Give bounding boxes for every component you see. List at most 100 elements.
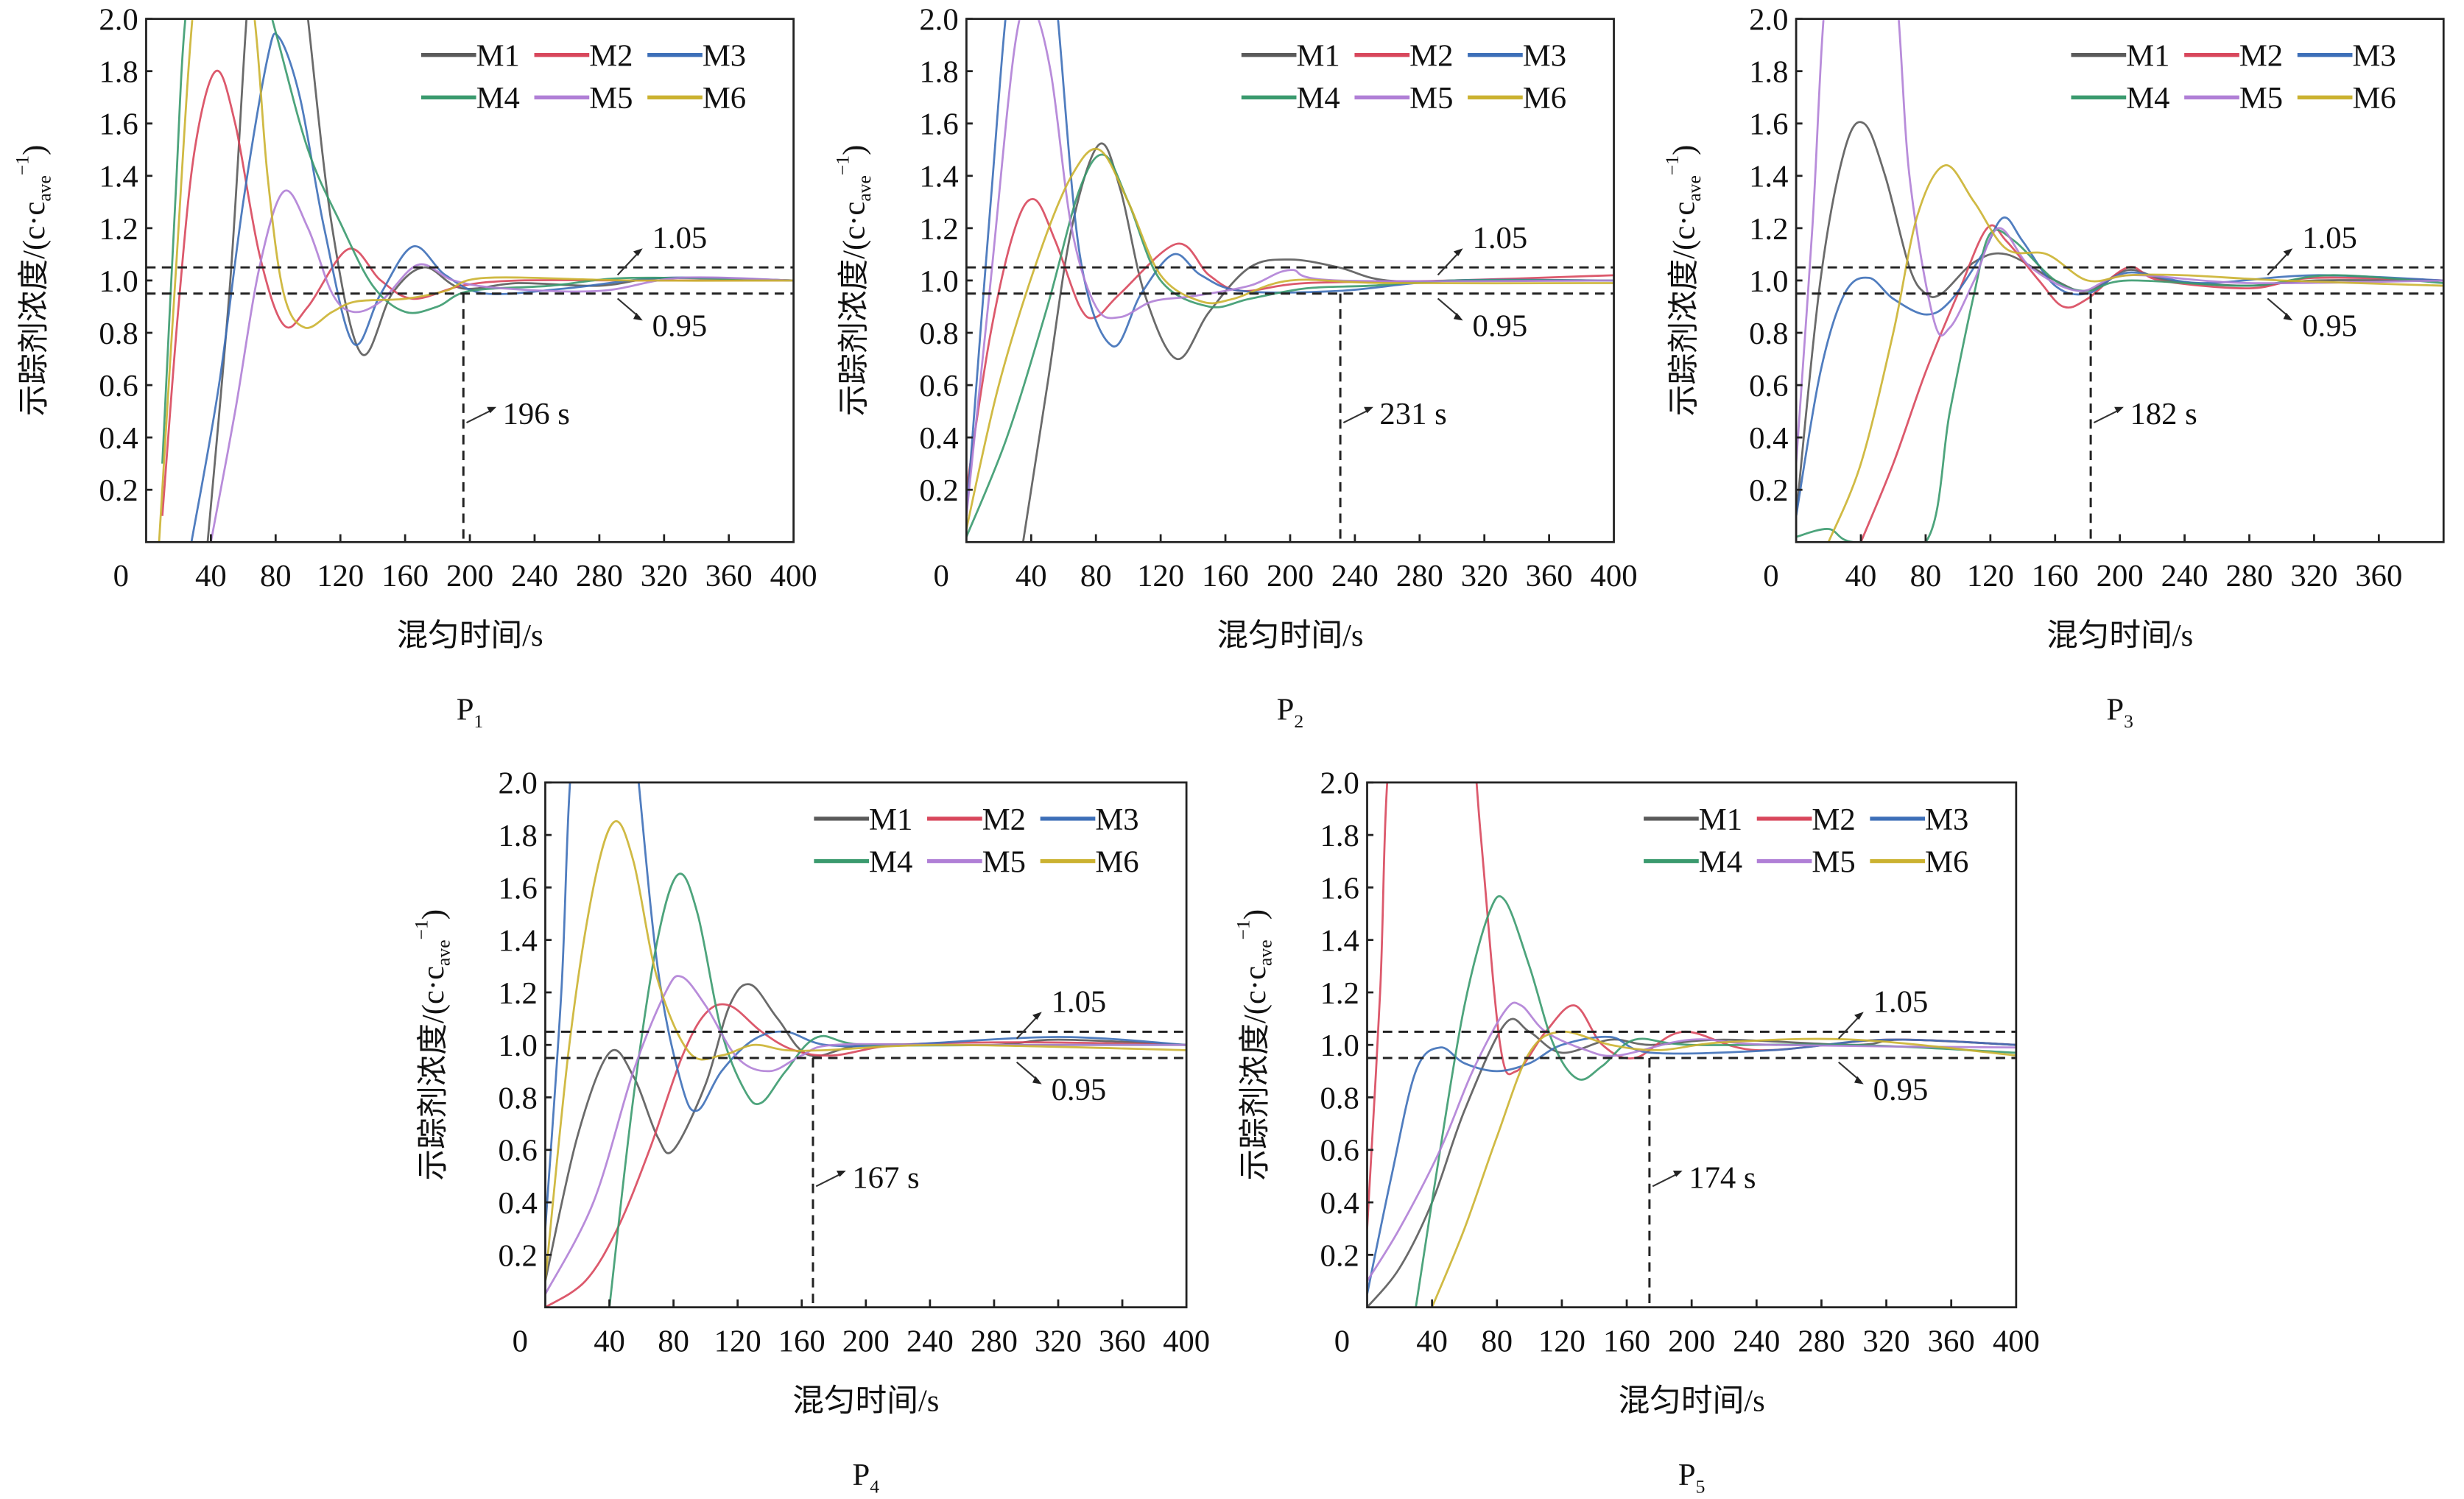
legend-label: M3 <box>1523 39 1566 74</box>
legend-item-m6: M6 <box>1040 844 1139 879</box>
legend-item-m3: M3 <box>2297 39 2396 74</box>
x-axis-label: 混匀时间/s <box>396 618 543 653</box>
x-tick-label: 0 <box>113 559 129 593</box>
series-line-m5 <box>1367 1001 2016 1282</box>
x-tick-label: 120 <box>1538 1324 1585 1358</box>
x-tick-label: 200 <box>1668 1324 1715 1358</box>
panel-p4: 0.2 0.4 0.6 0.8 1.0 1.2 1.4 1.6 1.8 2.0 0 40 80 120 16… <box>410 766 1210 1498</box>
legend-item-m1: M1 <box>1241 39 1340 74</box>
panel-caption: P1 <box>457 692 484 732</box>
series-line-m3 <box>966 18 1614 516</box>
arrow-1-05 <box>1837 1014 1862 1040</box>
legend-label: M1 <box>869 803 912 837</box>
legend-item-m2: M2 <box>2184 39 2283 74</box>
legend-label: M5 <box>1812 844 1855 879</box>
x-tick-label: 280 <box>2225 559 2273 593</box>
series-line-m6 <box>158 18 794 543</box>
x-tick-label: 240 <box>907 1324 954 1358</box>
x-tick-label: 280 <box>1798 1324 1845 1358</box>
y-tick-label: 0.4 <box>99 421 138 456</box>
arrowhead-icon <box>1453 312 1463 321</box>
x-tick-label: 280 <box>1396 559 1443 593</box>
legend: M1 M2 M3 M4 M5 M6 <box>2071 39 2396 116</box>
arrowhead-icon <box>633 312 643 321</box>
legend-item-m5: M5 <box>2184 81 2283 116</box>
legend-item-m6: M6 <box>647 81 746 116</box>
y-tick-label: 0.4 <box>498 1186 537 1221</box>
legend-item-m4: M4 <box>1241 81 1340 116</box>
y-axis-label: 示踪剂浓度/(c·cave−1) <box>11 145 54 417</box>
y-axis-label-sup: −1 <box>410 920 432 939</box>
series-line-m6 <box>966 147 1614 529</box>
x-tick-label: 200 <box>2097 559 2144 593</box>
x-tick-label: 160 <box>778 1324 826 1358</box>
panel-p3: 0.2 0.4 0.6 0.8 1.0 1.2 1.4 1.6 1.8 2.0 0 40 80 120 16… <box>1661 3 2445 732</box>
x-tick-label: 0 <box>934 559 949 593</box>
y-tick-label: 1.2 <box>1320 976 1359 1011</box>
x-tick-label: 200 <box>1267 559 1314 593</box>
x-tick-label: 40 <box>594 1324 625 1358</box>
x-tick-label: 40 <box>1845 559 1877 593</box>
legend-label: M6 <box>1925 844 1968 879</box>
series-group <box>966 18 1614 543</box>
x-axis-label: 混匀时间/s <box>1619 1383 1765 1418</box>
y-tick-label: 0.6 <box>1320 1134 1359 1168</box>
x-axis-label: 混匀时间/s <box>2046 618 2193 653</box>
y-tick-label: 1.2 <box>498 976 537 1011</box>
y-axis-label-close: ) <box>416 909 451 920</box>
y-tick-label: 1.8 <box>919 55 958 90</box>
legend-item-m1: M1 <box>420 39 520 74</box>
legend-item-m3: M3 <box>1870 803 1968 837</box>
x-tick-label: 240 <box>511 559 558 593</box>
x-tick-label: 160 <box>1202 559 1249 593</box>
series-line-m3 <box>1796 216 2444 516</box>
legend-label: M5 <box>2239 81 2283 116</box>
x-tick-label: 400 <box>1163 1324 1210 1358</box>
arrow-mixing-time <box>815 1173 842 1188</box>
panel-caption: P3 <box>2106 692 2133 732</box>
legend-label: M3 <box>1925 803 1968 837</box>
legend-item-m1: M1 <box>1644 803 1742 837</box>
series-line-m5 <box>966 18 1614 516</box>
y-axis-label: 示踪剂浓度/(c·cave−1) <box>410 909 454 1181</box>
legend-label: M4 <box>1296 81 1340 116</box>
series-line-m1 <box>206 18 794 543</box>
y-axis-label-sup: −1 <box>831 155 853 175</box>
arrow-1-05 <box>616 250 641 276</box>
threshold-label-lower: 0.95 <box>2302 309 2357 344</box>
legend-item-m6: M6 <box>1468 81 1566 116</box>
threshold-label-upper: 1.05 <box>1052 984 1107 1019</box>
y-tick-label: 1.6 <box>498 871 537 906</box>
arrowhead-icon <box>1672 1170 1683 1177</box>
legend-label: M6 <box>2352 81 2396 116</box>
legend-label: M1 <box>1296 39 1340 74</box>
y-axis-label: 示踪剂浓度/(c·cave−1) <box>1661 145 1705 417</box>
legend-label: M5 <box>1409 81 1453 116</box>
legend-label: M1 <box>2126 39 2169 74</box>
y-tick-label: 1.4 <box>1320 924 1359 959</box>
y-axis-label-sup: −1 <box>11 155 32 175</box>
legend-label: M5 <box>589 81 633 116</box>
legend-label: M5 <box>982 844 1026 879</box>
legend-item-m4: M4 <box>1644 844 1742 879</box>
series-line-m3 <box>190 32 794 543</box>
legend-item-m6: M6 <box>1870 844 1968 879</box>
y-tick-label: 2.0 <box>99 3 138 38</box>
legend-label: M4 <box>1699 844 1742 879</box>
panel-caption: P5 <box>1678 1458 1706 1498</box>
y-tick-label: 2.0 <box>498 766 537 801</box>
y-tick-label: 0.2 <box>1320 1238 1359 1273</box>
y-tick-label: 1.6 <box>1749 107 1788 142</box>
y-axis-label-sub: ave <box>33 175 54 202</box>
y-tick-label: 0.8 <box>1320 1081 1359 1115</box>
y-axis-label-close: ) <box>17 145 52 155</box>
x-tick-label: 80 <box>260 559 292 593</box>
legend: M1 M2 M3 M4 M5 M6 <box>1241 39 1566 116</box>
y-axis-label-sub: ave <box>853 175 875 202</box>
y-tick-label: 0.4 <box>919 421 958 456</box>
arrowhead-icon <box>1032 1076 1042 1084</box>
arrow-1-05 <box>1437 250 1461 276</box>
legend-item-m3: M3 <box>1040 803 1139 837</box>
x-tick-label: 400 <box>1993 1324 2040 1358</box>
panel-p5: 0.2 0.4 0.6 0.8 1.0 1.2 1.4 1.6 1.8 2.0 0 40 80 120 16… <box>1232 766 2040 1498</box>
